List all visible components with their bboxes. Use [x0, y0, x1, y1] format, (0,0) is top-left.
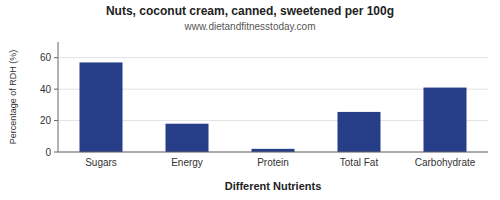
y-tick-label: 20	[40, 115, 52, 126]
subtitle: www.dietandfitnesstoday.com	[184, 21, 316, 32]
x-tick-label: Total Fat	[340, 157, 379, 168]
y-tick	[54, 120, 58, 121]
chart: Nuts, coconut cream, canned, sweetened p…	[0, 0, 500, 200]
grid-line	[58, 152, 488, 153]
bar	[80, 62, 123, 152]
grid-line	[58, 57, 488, 58]
y-tick-label: 40	[40, 84, 52, 95]
x-tick-label: Carbohydrate	[415, 157, 476, 168]
y-tick	[54, 89, 58, 90]
title: Nuts, coconut cream, canned, sweetened p…	[106, 4, 394, 18]
y-tick-label: 60	[40, 52, 52, 63]
bars	[80, 62, 467, 152]
bar	[166, 124, 209, 152]
x-tick-label: Sugars	[85, 157, 117, 168]
y-axis-line	[58, 42, 59, 152]
x-axis-line	[58, 152, 488, 153]
y-tick-label: 0	[45, 147, 51, 158]
y-tick	[54, 57, 58, 58]
x-tick-label: Energy	[171, 157, 203, 168]
bar	[424, 88, 467, 152]
x-tick-label: Protein	[257, 157, 289, 168]
y-tick	[54, 152, 58, 153]
y-grid	[58, 58, 488, 152]
y-axis-label: Percentage of RDH (%)	[8, 50, 18, 145]
chart-container: Nuts, coconut cream, canned, sweetened p…	[0, 0, 500, 200]
bar	[338, 112, 381, 152]
x-axis-label: Different Nutrients	[225, 180, 322, 192]
